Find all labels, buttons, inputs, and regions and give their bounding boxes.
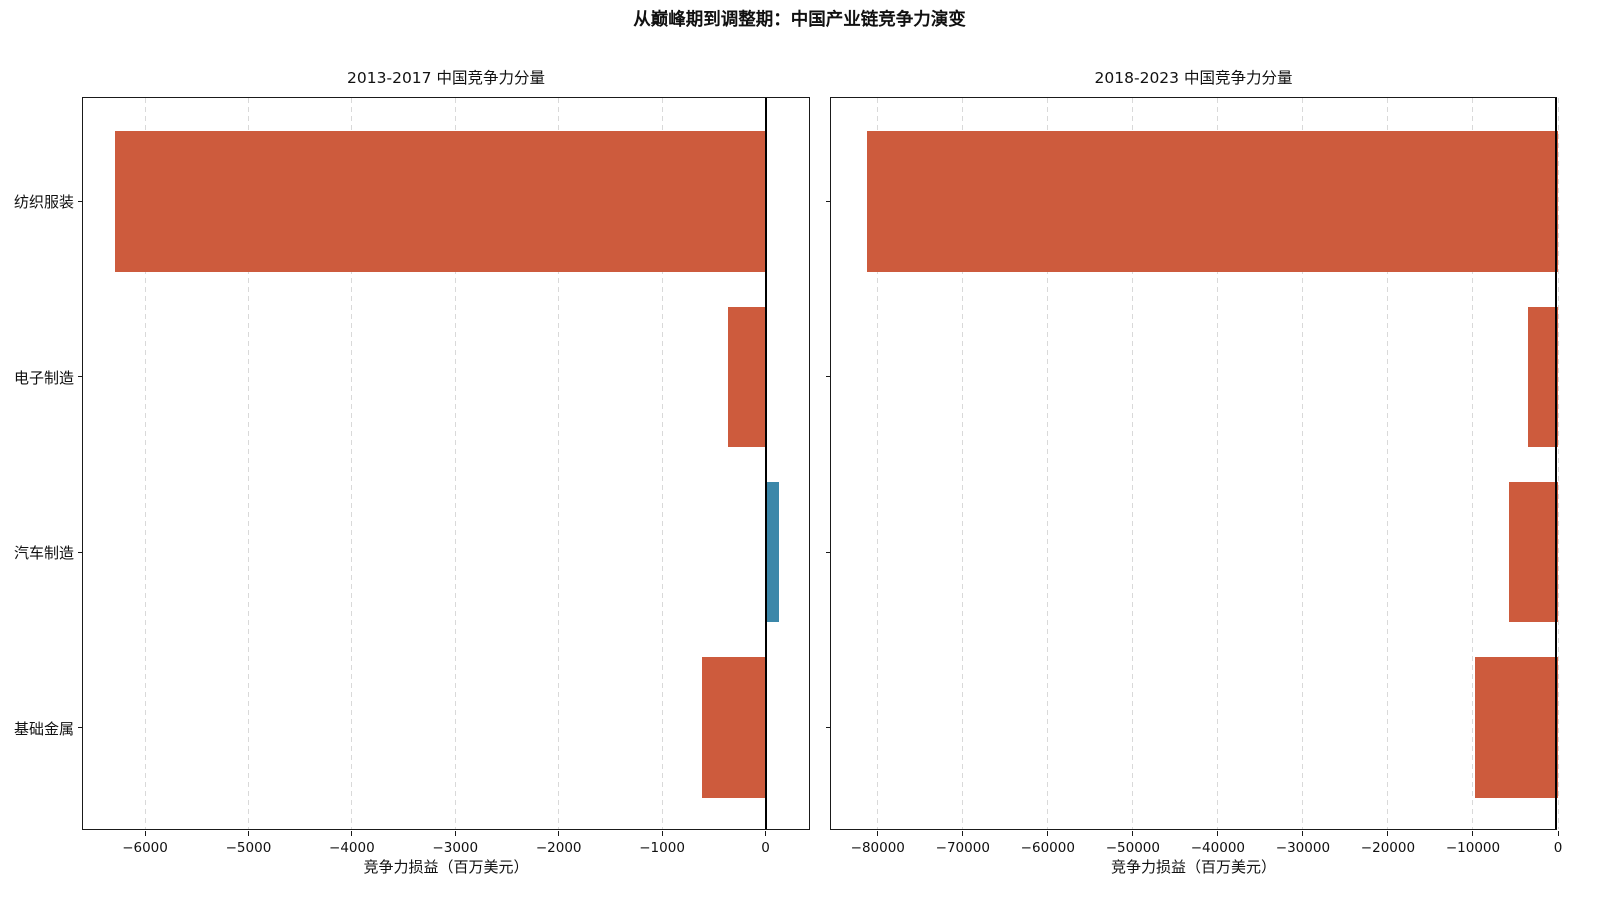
figure-title: 从巅峰期到调整期：中国产业链竞争力演变 — [633, 10, 966, 30]
x-tick — [247, 831, 249, 836]
y-tick — [826, 376, 831, 378]
bar-汽车制造 — [1508, 482, 1558, 623]
gridline — [1217, 98, 1219, 829]
x-tick — [765, 831, 766, 836]
y-tick — [826, 551, 831, 553]
x-tick-label: −30000 — [1275, 840, 1331, 856]
y-tick — [78, 376, 83, 378]
y-tick — [78, 200, 83, 202]
category-label: 纺织服装 — [13, 193, 74, 212]
y-tick — [78, 727, 83, 729]
x-tick-label: −2000 — [535, 840, 582, 856]
category-label: 电子制造 — [13, 368, 74, 387]
x-tick-label: 0 — [761, 840, 770, 856]
x-tick-label: −4000 — [329, 840, 375, 856]
subplot-2: −80000 −70000 −60000 −50000 −40000 −30000 −200… — [826, 69, 1562, 876]
x-tick — [1302, 831, 1304, 836]
x-tick — [144, 831, 146, 836]
gridline — [1557, 98, 1559, 829]
zero-line — [764, 98, 767, 829]
bar-电子制造 — [1528, 306, 1558, 447]
bar-纺织服装 — [115, 131, 766, 272]
x-tick-label: −3000 — [432, 840, 479, 856]
gridline — [1302, 98, 1304, 829]
gridline — [877, 98, 879, 829]
x-tick — [1557, 831, 1559, 836]
panel-title: 2018-2023 中国竞争力分量 — [1094, 69, 1293, 87]
bar-基础金属 — [1474, 657, 1558, 798]
x-tick-label: −60000 — [1020, 840, 1075, 856]
gridline — [454, 98, 456, 829]
x-tick — [351, 831, 353, 836]
x-tick-label: −70000 — [935, 840, 990, 856]
gridline — [1047, 98, 1049, 829]
x-tick-label: −1000 — [639, 840, 685, 856]
category-label: 汽车制造 — [13, 544, 74, 563]
x-tick — [1047, 831, 1049, 836]
bar-基础金属 — [702, 657, 766, 798]
x-tick — [877, 831, 879, 836]
x-tick — [661, 831, 663, 836]
axis-title: 竞争力损益（百万美元） — [1110, 858, 1277, 876]
x-tick — [1472, 831, 1474, 836]
x-tick-label: 0 — [1553, 840, 1563, 856]
x-tick — [1132, 831, 1134, 836]
x-tick-label: −40000 — [1190, 840, 1246, 856]
gridline — [661, 98, 663, 829]
bar-纺织服装 — [866, 131, 1558, 272]
gridline — [558, 98, 560, 829]
bar-电子制造 — [728, 306, 766, 447]
gridline — [1387, 98, 1389, 829]
gridline — [351, 98, 353, 829]
subplot-1: −6000 −5000 −4000 −3000 −2000 −1000 0 纺织服装电子制造汽… — [14, 69, 810, 876]
gridline — [144, 98, 146, 829]
x-tick — [454, 831, 456, 836]
zero-line — [1555, 98, 1557, 829]
x-tick-label: −10000 — [1445, 840, 1501, 856]
y-tick — [78, 551, 83, 553]
panel-title: 2013-2017 中国竞争力分量 — [347, 69, 545, 87]
x-tick-label: −6000 — [122, 840, 168, 856]
y-tick — [826, 200, 831, 202]
x-tick-label: −50000 — [1105, 840, 1160, 856]
x-tick — [1387, 831, 1389, 836]
gridline — [1472, 98, 1474, 829]
gridline — [1132, 98, 1134, 829]
gridline — [247, 98, 249, 829]
x-tick-label: −20000 — [1360, 840, 1416, 856]
axis-title: 竞争力损益（百万美元） — [363, 858, 529, 876]
x-tick-label: −5000 — [225, 840, 272, 856]
bar-汽车制造 — [765, 482, 779, 623]
x-tick — [558, 831, 560, 836]
y-tick — [826, 727, 831, 729]
x-tick — [1217, 831, 1219, 836]
category-label: 基础金属 — [13, 719, 74, 738]
x-tick — [962, 831, 964, 836]
gridline — [962, 98, 964, 829]
x-tick-label: −80000 — [850, 840, 905, 856]
